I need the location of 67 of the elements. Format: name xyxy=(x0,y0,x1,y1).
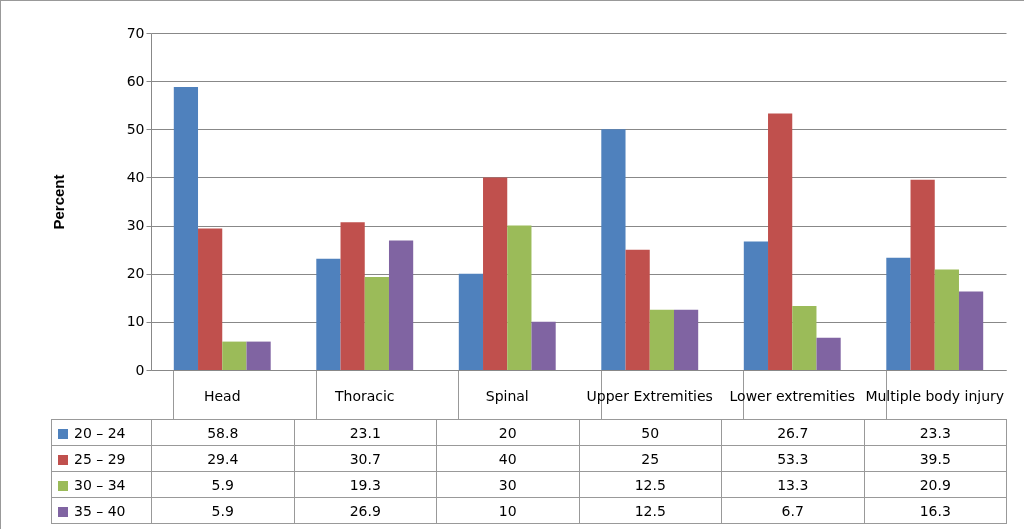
bar xyxy=(743,241,769,370)
x-tick-label: Head xyxy=(203,387,241,404)
y-tick-label: 10 xyxy=(126,313,145,330)
data-label: 6.7 xyxy=(721,497,864,524)
x-tick-label: Multiple body injury xyxy=(865,387,1005,404)
data-label: 20.9 xyxy=(864,471,1007,498)
x-tick-label: Thoracic xyxy=(333,387,395,404)
bar xyxy=(601,129,626,370)
data-label: 58.8 xyxy=(151,419,294,446)
bar xyxy=(531,321,556,370)
bar xyxy=(316,258,341,370)
bar xyxy=(483,177,508,370)
bar xyxy=(625,249,650,370)
bar xyxy=(768,113,793,370)
data-label: 10 xyxy=(436,497,579,524)
data-label: 13.3 xyxy=(721,471,864,498)
data-label: 16.3 xyxy=(864,497,1007,524)
bar xyxy=(649,309,674,370)
data-label: 50 xyxy=(579,419,722,446)
y-tick-label: 30 xyxy=(126,217,145,234)
y-tick-label: 70 xyxy=(126,24,145,41)
bar xyxy=(340,222,365,370)
data-label: 30 xyxy=(436,471,579,498)
data-label: 39.5 xyxy=(864,445,1007,472)
x-tick-label: Upper Extremities xyxy=(586,387,713,404)
y-tick-label: 40 xyxy=(126,168,145,185)
y-tick-label: 20 xyxy=(126,265,145,282)
bar xyxy=(886,257,911,370)
y-axis-title: Percent xyxy=(49,174,67,230)
y-tick-label: 50 xyxy=(126,120,145,137)
bar xyxy=(958,291,984,370)
legend-label: 35 – 40 xyxy=(51,497,152,524)
data-label: 20 xyxy=(436,419,579,446)
x-tick-label: Lower extremities xyxy=(729,387,855,404)
data-label: 25 xyxy=(579,445,722,472)
legend-label: 30 – 34 xyxy=(51,471,152,498)
data-label: 53.3 xyxy=(721,445,864,472)
data-label: 12.5 xyxy=(579,497,722,524)
data-label: 26.9 xyxy=(294,497,437,524)
bar xyxy=(364,277,389,370)
data-label: 12.5 xyxy=(579,471,722,498)
bar xyxy=(792,305,817,370)
bar xyxy=(910,179,935,370)
data-label: 30.7 xyxy=(294,445,437,472)
data-label: 40 xyxy=(436,445,579,472)
bar xyxy=(198,228,223,370)
bar xyxy=(173,86,199,370)
bar xyxy=(458,273,484,370)
y-tick-label: 0 xyxy=(135,361,145,378)
bar xyxy=(507,225,532,370)
bar xyxy=(388,240,414,370)
legend-label: 20 – 24 xyxy=(51,419,152,446)
data-label: 19.3 xyxy=(294,471,437,498)
bar xyxy=(246,341,271,370)
data-label: 5.9 xyxy=(151,471,294,498)
data-label: 29.4 xyxy=(151,445,294,472)
y-tick-label: 60 xyxy=(126,72,145,89)
x-tick-label: Spinal xyxy=(485,387,529,404)
data-label: 23.1 xyxy=(294,419,437,446)
bar xyxy=(222,341,247,370)
data-label: 26.7 xyxy=(721,419,864,446)
bar xyxy=(934,269,959,370)
data-label: 23.3 xyxy=(864,419,1007,446)
data-label: 5.9 xyxy=(151,497,294,524)
bar xyxy=(816,337,841,370)
legend-label: 25 – 29 xyxy=(51,445,152,472)
bar xyxy=(673,309,699,370)
